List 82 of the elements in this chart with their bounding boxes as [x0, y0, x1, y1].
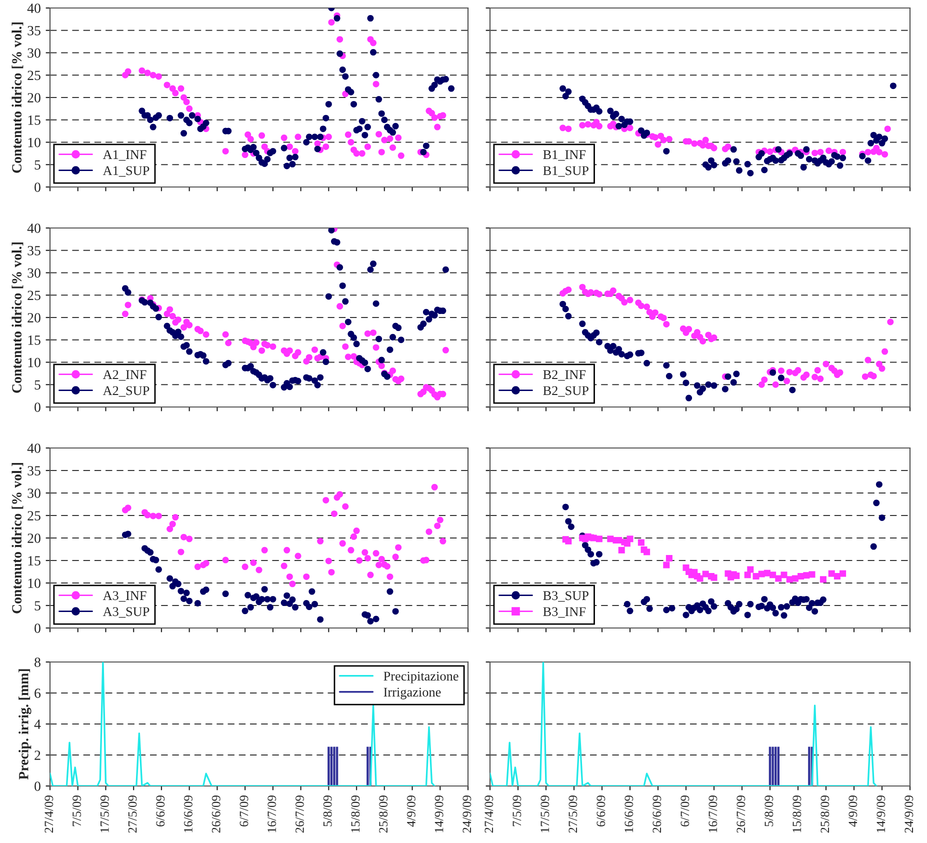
x-tick-label: 4/9/09 — [848, 796, 858, 827]
x-tick-label: 24/9/09 — [462, 796, 472, 833]
y-tick-label: 4 — [34, 720, 41, 729]
x-tick-label: 17/5/09 — [540, 796, 550, 832]
x-tick-label: 4/9/09 — [406, 796, 416, 827]
y-tick-label: 20 — [28, 313, 40, 322]
y-tick-label: 10 — [28, 578, 40, 588]
x-tick-label: 27/4/09 — [44, 796, 54, 833]
y-tick-label: 30 — [28, 268, 40, 278]
x-tick-label: 16/7/09 — [708, 796, 718, 832]
x-tick-label: 6/6/09 — [156, 796, 165, 826]
legend-label: Precipitazione — [384, 672, 458, 684]
y-tick-label: 20 — [28, 534, 40, 543]
x-tick-label: 26/7/09 — [295, 796, 304, 833]
legend-label: B2_INF — [543, 370, 586, 381]
y-axis-title: Precip. irrig. [mm] — [18, 669, 32, 780]
y-tick-label: 8 — [34, 658, 40, 667]
x-tick-label: 7/5/09 — [72, 796, 81, 826]
y-tick-label: 0 — [34, 182, 40, 192]
x-tick-label: 27/5/09 — [128, 796, 137, 833]
x-tick-label: 6/7/09 — [240, 796, 248, 826]
legend-label: A3_SUP — [102, 607, 150, 618]
legend-label: B1_INF — [543, 150, 586, 161]
x-tick-label: 14/9/09 — [876, 796, 886, 832]
x-tick-label: 7/5/09 — [512, 796, 522, 826]
y-tick-label: 35 — [28, 26, 40, 36]
y-tick-label: 15 — [28, 556, 40, 566]
x-tick-label: 14/9/09 — [434, 796, 444, 832]
y-tick-label: 40 — [27, 224, 40, 233]
legend-label: A3_INF — [102, 591, 146, 602]
x-tick-label: 25/8/09 — [820, 796, 830, 833]
y-tick-label: 20 — [28, 93, 40, 102]
legend-label: A2_INF — [102, 370, 146, 381]
y-tick-label: 35 — [28, 246, 40, 256]
x-tick-label: 16/6/09 — [624, 796, 634, 832]
y-axis-title: Contenuto idrico [% vol.] — [12, 242, 24, 393]
y-tick-label: 2 — [34, 750, 40, 760]
y-tick-label: 10 — [28, 138, 40, 148]
x-tick-label: 24/9/09 — [904, 796, 914, 833]
x-tick-label: 17/5/09 — [100, 796, 109, 832]
y-tick-label: 40 — [27, 444, 40, 453]
x-tick-label: 6/7/09 — [680, 796, 690, 826]
legend-label: A2_SUP — [102, 386, 150, 397]
y-tick-label: 0 — [34, 782, 40, 791]
y-tick-label: 5 — [34, 601, 40, 610]
x-tick-label: 5/8/09 — [323, 796, 332, 826]
legend-label: Irrigazione — [384, 688, 441, 700]
y-tick-label: 25 — [28, 511, 40, 520]
legend-label: B1_SUP — [543, 166, 588, 177]
x-tick-label: 15/8/09 — [351, 796, 360, 832]
x-tick-label: 26/6/09 — [652, 796, 662, 833]
legend-label: B2_SUP — [543, 386, 588, 397]
x-tick-label: 26/7/09 — [736, 796, 746, 833]
x-tick-label: 26/6/09 — [212, 796, 220, 833]
y-tick-label: 15 — [28, 116, 40, 125]
legend-label: A1_INF — [102, 150, 146, 161]
x-tick-label: 25/8/09 — [379, 796, 388, 833]
legend-label: B3_SUP — [543, 591, 588, 602]
x-tick-label: 27/5/09 — [568, 796, 578, 833]
y-tick-label: 0 — [34, 402, 40, 412]
y-tick-label: 35 — [28, 466, 40, 476]
y-axis-title: Contenuto idrico [% vol.] — [12, 463, 24, 614]
legend-label: B3_INF — [543, 607, 586, 618]
y-tick-label: 15 — [28, 336, 40, 345]
y-tick-label: 5 — [34, 380, 40, 390]
x-tick-label: 16/6/09 — [184, 796, 192, 832]
y-tick-label: 10 — [28, 358, 40, 368]
y-tick-label: 6 — [34, 688, 41, 698]
y-tick-label: 30 — [28, 48, 40, 58]
y-tick-label: 25 — [28, 70, 40, 80]
x-tick-label: 6/6/09 — [596, 796, 606, 826]
y-axis-title: Contenuto idrico [% vol.] — [12, 22, 24, 173]
x-tick-label: 5/8/09 — [764, 796, 774, 826]
x-tick-label: 15/8/09 — [792, 796, 802, 832]
y-tick-label: 0 — [34, 624, 40, 633]
y-tick-label: 30 — [28, 488, 40, 498]
y-tick-label: 40 — [27, 4, 40, 13]
x-tick-label: 16/7/09 — [268, 796, 276, 832]
legend-label: A1_SUP — [102, 166, 150, 177]
x-tick-label: 27/4/09 — [484, 796, 494, 833]
y-tick-label: 25 — [28, 290, 40, 300]
y-tick-label: 5 — [34, 160, 40, 170]
